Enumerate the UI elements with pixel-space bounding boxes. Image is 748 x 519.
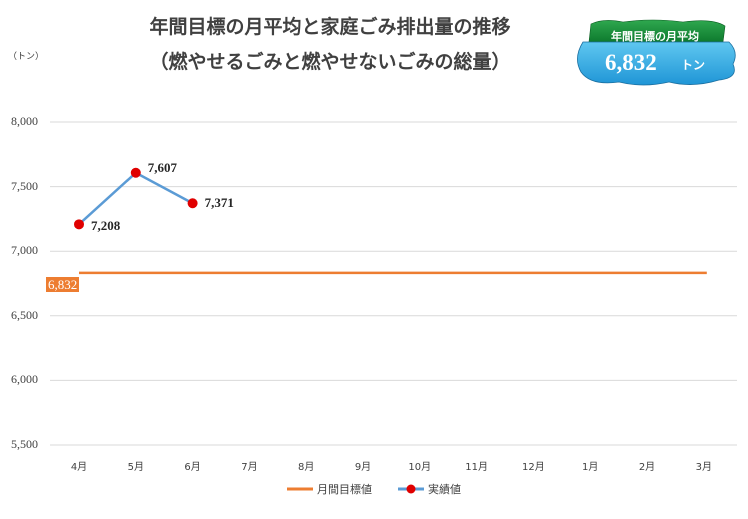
chart-title-line-2: （燃やせるごみと燃やせないごみの総量） — [149, 51, 511, 73]
y-tick-label: 7,000 — [11, 243, 38, 258]
x-tick-label: 3月 — [695, 462, 712, 473]
x-tick-label: 4月 — [70, 462, 88, 473]
x-tick-label: 1月 — [582, 462, 599, 473]
x-tick-label: 7月 — [241, 462, 258, 473]
legend-label-actual: 実績値 — [428, 483, 461, 496]
y-tick-label: 5,500 — [11, 437, 38, 451]
badge-title: 年間目標の月平均 — [611, 30, 699, 43]
x-tick-label: 2月 — [638, 462, 656, 473]
x-tick-label: 11月 — [465, 462, 488, 473]
y-tick-label: 8,000 — [11, 114, 38, 128]
data-label-actual: 7,371 — [204, 195, 234, 211]
legend-item-target: 月間目標値 — [287, 481, 372, 497]
y-tick-label: 6,500 — [11, 307, 38, 322]
y-axis-unit-label: （トン） — [8, 52, 45, 62]
legend-line-target-icon — [287, 487, 313, 491]
badge-unit: トン — [681, 58, 706, 72]
x-tick-label: 10月 — [408, 462, 432, 473]
chart-legend: 月間目標値 実績値 — [0, 481, 748, 497]
data-label-actual: 7,607 — [147, 159, 178, 175]
legend-label-target: 月間目標値 — [317, 483, 372, 496]
x-tick-label: 6月 — [184, 462, 201, 473]
legend-item-actual: 実績値 — [398, 481, 461, 497]
monthly-target-badge: 年間目標の月平均 6,832 トン — [573, 18, 737, 88]
data-label-actual: 7,208 — [91, 218, 121, 234]
chart-title-line-1: 年間目標の月平均と家庭ごみ排出量の推移 — [149, 16, 511, 38]
series-actual-line — [78, 171, 194, 226]
y-tick-label: 6,000 — [11, 372, 38, 387]
data-point-actual — [130, 167, 141, 178]
badge-background — [577, 19, 736, 86]
x-tick-label: 5月 — [127, 462, 144, 473]
target-value-label: 6,832 — [46, 277, 80, 292]
x-tick-label: 8月 — [298, 462, 315, 473]
y-tick-label: 7,500 — [11, 178, 38, 193]
legend-line-actual-icon — [398, 484, 424, 494]
data-point-actual — [187, 198, 198, 209]
data-point-actual — [74, 219, 84, 230]
badge-value: 6,832 — [605, 50, 657, 75]
x-tick-label: 9月 — [354, 462, 372, 473]
x-tick-label: 12月 — [522, 462, 545, 473]
